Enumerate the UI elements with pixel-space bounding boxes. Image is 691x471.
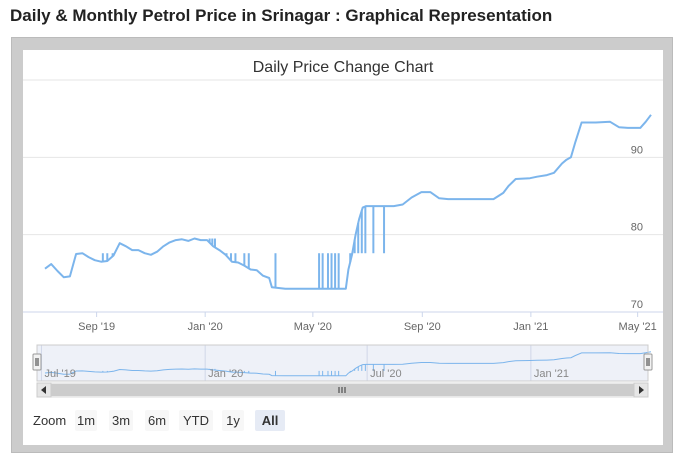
spike-layer xyxy=(101,206,386,289)
zoom-button-label: YTD xyxy=(183,413,209,428)
navigator-background xyxy=(37,345,648,381)
scrollbar-left-button[interactable] xyxy=(36,382,52,398)
scrollbar[interactable] xyxy=(36,382,649,398)
chart-frame: Daily Price Change Chart 70 80 90 Sep '19 J… xyxy=(11,37,673,453)
navigator-tick-label: Jul '20 xyxy=(370,368,401,380)
x-tick-label: Jan '20 xyxy=(188,321,223,333)
zoom-button-ytd[interactable]: YTD xyxy=(179,410,213,431)
y-tick-label: 80 xyxy=(631,222,643,234)
zoom-label: Zoom xyxy=(33,413,66,428)
navigator-tick-label: Jan '20 xyxy=(208,368,243,380)
x-axis: Sep '19 Jan '20 May '20 Sep '20 Jan '21 May '… xyxy=(23,311,663,333)
navigator[interactable]: Jul '19 Jan '20 Jul '20 Jan '21 xyxy=(32,344,653,382)
arrow-right-icon xyxy=(639,386,644,394)
navigator-handle-right[interactable] xyxy=(643,353,653,371)
navigator-grid xyxy=(40,345,532,381)
range-selector: Zoom 1m 3m 6m YTD xyxy=(33,410,285,431)
y-tick-label: 70 xyxy=(631,299,643,311)
x-tick-label: Jan '21 xyxy=(513,321,548,333)
navigator-tick-label: Jul '19 xyxy=(44,368,75,380)
x-tick-label: Sep '19 xyxy=(78,321,115,333)
navigator-x-axis: Jul '19 Jan '20 Jul '20 Jan '21 xyxy=(44,368,569,380)
chart-container: Daily Price Change Chart 70 80 90 Sep '19 J… xyxy=(23,50,663,445)
arrow-left-icon xyxy=(41,386,46,394)
navigator-handle-left[interactable] xyxy=(32,353,42,371)
y-tick-label: 90 xyxy=(631,144,643,156)
zoom-button-label: 1y xyxy=(226,413,240,428)
zoom-button-label: 6m xyxy=(148,413,166,428)
page-heading: Daily & Monthly Petrol Price in Srinagar… xyxy=(10,6,553,25)
grip-icon xyxy=(338,387,346,393)
zoom-button-all[interactable]: All xyxy=(255,410,285,431)
zoom-button-1m[interactable]: 1m xyxy=(75,410,97,431)
scrollbar-right-button[interactable] xyxy=(633,382,649,398)
navigator-line-layer xyxy=(44,351,652,377)
series-line xyxy=(44,114,652,290)
zoom-button-label: All xyxy=(262,413,279,428)
zoom-button-label: 3m xyxy=(112,413,130,428)
line-layer xyxy=(44,114,652,290)
zoom-button-label: 1m xyxy=(77,413,95,428)
x-tick-label: May '20 xyxy=(294,321,332,333)
zoom-button-3m[interactable]: 3m xyxy=(109,410,133,431)
chart-title: Daily Price Change Chart xyxy=(253,59,434,76)
navigator-series-line xyxy=(44,351,652,377)
y-axis: 70 80 90 xyxy=(631,144,643,311)
x-tick-label: Sep '20 xyxy=(404,321,441,333)
navigator-tick-label: Jan '21 xyxy=(534,368,569,380)
x-tick-label: May '21 xyxy=(619,321,657,333)
grid-layer xyxy=(23,79,663,313)
chart-svg: Daily Price Change Chart 70 80 90 Sep '19 J… xyxy=(23,59,663,431)
zoom-button-1y[interactable]: 1y xyxy=(222,410,244,431)
zoom-button-6m[interactable]: 6m xyxy=(145,410,169,431)
